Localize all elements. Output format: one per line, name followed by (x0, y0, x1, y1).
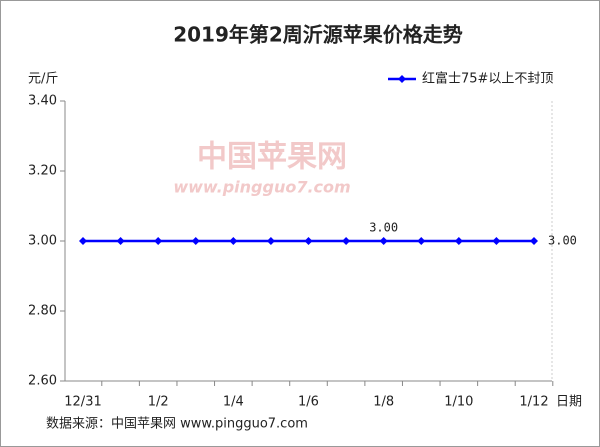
y-tick-label: 3.40 (28, 94, 57, 109)
chart-title: 2019年第2周沂源苹果价格走势 (173, 23, 463, 47)
x-tick-label: 1/2 (148, 395, 169, 410)
x-tick-label: 1/10 (444, 395, 473, 410)
x-axis-label: 日期 (556, 395, 582, 410)
point-marker (342, 237, 351, 245)
data-label: 3.00 (369, 221, 398, 235)
source: 数据来源：中国苹果网 www.pingguo7.com (46, 417, 308, 432)
x-tick-label: 1/6 (298, 395, 319, 410)
point-marker (229, 237, 238, 245)
point-marker (417, 237, 426, 245)
point-marker (154, 237, 163, 245)
point-marker (379, 237, 388, 245)
point-marker (492, 237, 501, 245)
watermark: 中国苹果网 (197, 140, 347, 175)
x-tick-label: 1/8 (373, 395, 394, 410)
point-marker (304, 237, 313, 245)
point-marker (266, 237, 275, 245)
point-marker (79, 237, 87, 245)
y-tick-label: 2.60 (28, 374, 57, 389)
y-tick-label: 3.20 (28, 164, 57, 179)
watermark: www.pingguo7.com (173, 178, 350, 197)
point-marker (454, 237, 463, 245)
legend-marker (398, 75, 406, 83)
point-marker (116, 237, 125, 245)
x-tick-label: 1/4 (223, 395, 244, 410)
legend-label: 红富士75#以上不封顶 (422, 71, 553, 87)
data-label: 3.00 (548, 234, 577, 248)
x-tick-label: 12/31 (64, 395, 101, 410)
y-tick-label: 2.80 (28, 304, 57, 319)
point-marker (191, 237, 200, 245)
y-tick-label: 3.00 (28, 234, 57, 249)
y-axis-label: 元/斤 (28, 72, 58, 87)
point-marker (530, 237, 538, 245)
x-tick-label: 1/12 (519, 395, 548, 410)
